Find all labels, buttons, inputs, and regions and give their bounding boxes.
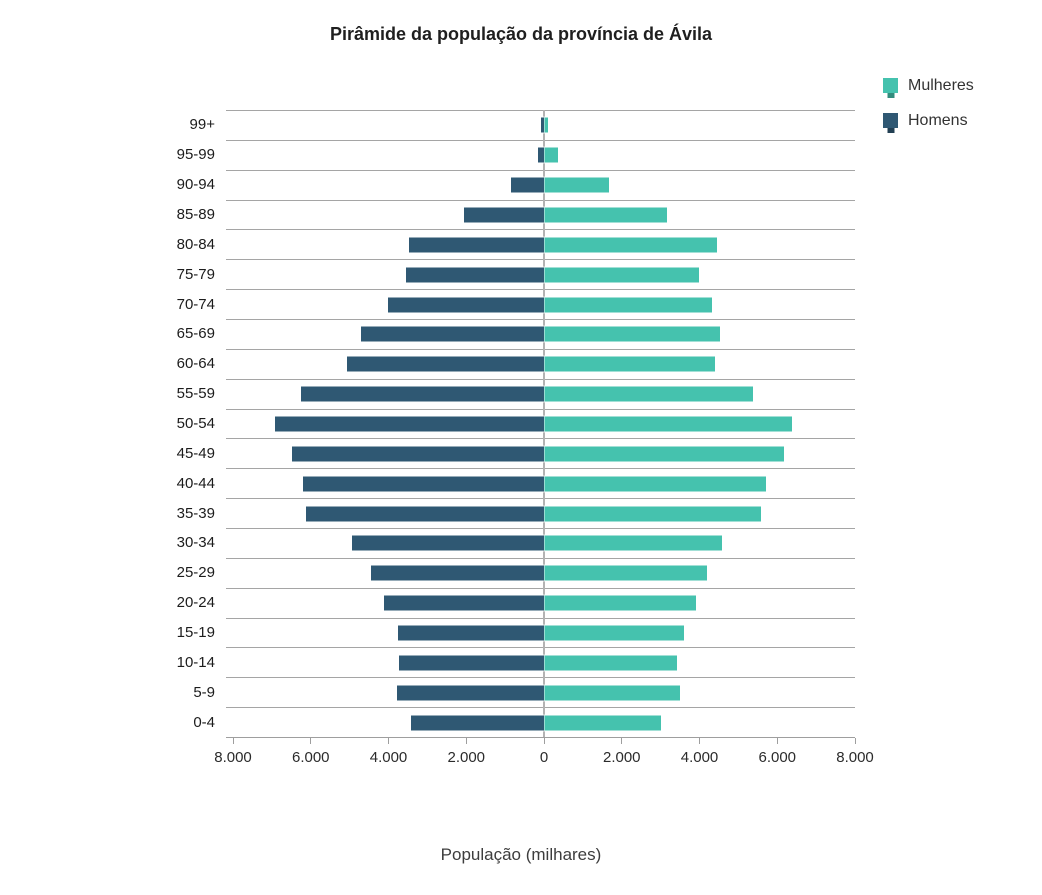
category-label-90-94: 90-94 [176, 176, 215, 194]
bar-mulheres-80-84[interactable] [544, 237, 717, 253]
category-label-65-69: 65-69 [176, 325, 215, 343]
x-tick [388, 738, 389, 744]
x-tick [621, 738, 623, 744]
bar-homens-40-44[interactable] [303, 476, 544, 492]
bar-homens-85-89[interactable] [464, 207, 544, 223]
homens-series-swatch-icon [883, 113, 898, 128]
bar-homens-0-4[interactable] [411, 715, 544, 731]
bar-mulheres-40-44[interactable] [544, 476, 767, 492]
x-tick [543, 738, 545, 744]
bar-mulheres-20-24[interactable] [544, 595, 696, 611]
bar-homens-30-34[interactable] [352, 535, 544, 551]
x-tick-label: 8.000 [214, 749, 252, 766]
x-tick [465, 738, 467, 744]
category-label-45-49: 45-49 [176, 444, 215, 462]
legend: Mulheres Homens [883, 76, 974, 148]
bar-mulheres-95-99[interactable] [544, 147, 558, 163]
category-label-0-4: 0-4 [193, 713, 215, 731]
legend-item-mulheres[interactable]: Mulheres [883, 76, 974, 94]
bar-homens-15-19[interactable] [397, 625, 544, 641]
category-label-75-79: 75-79 [176, 265, 215, 283]
category-label-35-39: 35-39 [176, 504, 215, 522]
bar-mulheres-45-49[interactable] [544, 446, 785, 462]
x-tick [776, 738, 778, 744]
bar-mulheres-75-79[interactable] [544, 267, 699, 283]
bar-homens-20-24[interactable] [383, 595, 544, 611]
bar-homens-55-59[interactable] [301, 386, 544, 402]
bar-mulheres-35-39[interactable] [544, 506, 762, 522]
category-label-99plus: 99+ [189, 116, 215, 134]
x-tick-label: 6.000 [291, 749, 330, 766]
legend-item-homens[interactable]: Homens [883, 111, 974, 129]
category-label-85-89: 85-89 [176, 206, 215, 223]
row-50-54 [226, 408, 855, 439]
bar-homens-80-84[interactable] [408, 237, 544, 253]
x-tick-label: 8.000 [836, 749, 874, 766]
x-tick [854, 738, 856, 744]
x-tick-label: 0 [539, 749, 549, 766]
bar-homens-99plus[interactable] [541, 117, 544, 133]
category-label-15-19: 15-19 [176, 624, 215, 642]
bar-mulheres-70-74[interactable] [544, 297, 712, 313]
bar-mulheres-15-19[interactable] [544, 625, 685, 641]
bar-mulheres-85-89[interactable] [544, 207, 668, 223]
bar-mulheres-10-14[interactable] [544, 655, 677, 671]
category-label-25-29: 25-29 [176, 564, 215, 582]
bar-mulheres-25-29[interactable] [544, 565, 707, 581]
bar-homens-90-94[interactable] [511, 177, 544, 193]
category-label-10-14: 10-14 [176, 653, 215, 671]
bar-mulheres-5-9[interactable] [544, 685, 681, 701]
bar-mulheres-50-54[interactable] [544, 416, 792, 432]
x-tick-label: 4.000 [369, 749, 408, 766]
bar-mulheres-30-34[interactable] [544, 535, 723, 551]
bar-homens-50-54[interactable] [275, 416, 544, 432]
plot-area: 8.000 6.000 4.000 2.000 0 2.000 4.000 6.000 8.00… [214, 110, 874, 766]
legend-label-mulheres: Mulheres [908, 76, 974, 94]
bar-mulheres-60-64[interactable] [544, 356, 716, 372]
bar-mulheres-0-4[interactable] [544, 715, 661, 731]
legend-label-homens: Homens [908, 111, 968, 129]
category-label-50-54: 50-54 [176, 415, 215, 433]
y-axis-category-labels: 99+ 95-99 90-94 85-89 80-84 75-79 70-74 65-69 60… [0, 110, 215, 737]
bar-mulheres-55-59[interactable] [544, 386, 754, 402]
bar-mulheres-99plus[interactable] [544, 117, 549, 133]
x-tick-label: 6.000 [758, 749, 797, 766]
category-label-70-74: 70-74 [176, 295, 215, 313]
category-label-80-84: 80-84 [176, 235, 215, 253]
x-tick [232, 738, 234, 744]
bar-homens-5-9[interactable] [397, 685, 544, 701]
bar-homens-25-29[interactable] [371, 565, 544, 581]
category-label-30-34: 30-34 [176, 534, 215, 552]
category-label-20-24: 20-24 [176, 594, 215, 612]
category-label-60-64: 60-64 [176, 355, 215, 373]
bar-mulheres-90-94[interactable] [544, 177, 610, 193]
bar-homens-70-74[interactable] [387, 297, 544, 313]
bar-homens-45-49[interactable] [292, 446, 544, 462]
mulheres-series-swatch-icon [883, 78, 898, 93]
bar-mulheres-65-69[interactable] [544, 326, 720, 342]
x-tick-label: 2.000 [447, 749, 486, 766]
x-tick [699, 738, 700, 744]
x-axis-title: População (milhares) [440, 845, 602, 864]
category-label-40-44: 40-44 [176, 474, 215, 492]
x-tick [310, 738, 312, 744]
bar-homens-75-79[interactable] [406, 267, 544, 283]
bar-homens-95-99[interactable] [538, 147, 544, 163]
x-tick-label: 4.000 [680, 749, 719, 766]
row-40-44 [226, 468, 855, 498]
chart-title: Pirâmide da população da província de Áv… [329, 24, 713, 44]
x-tick-label: 2.000 [602, 749, 641, 766]
bar-homens-35-39[interactable] [305, 506, 544, 522]
category-label-5-9: 5-9 [193, 683, 215, 701]
category-label-95-99: 95-99 [176, 146, 215, 164]
bar-homens-60-64[interactable] [346, 356, 544, 372]
bar-homens-65-69[interactable] [360, 326, 544, 342]
bar-homens-10-14[interactable] [398, 655, 544, 671]
category-label-55-59: 55-59 [176, 385, 215, 403]
